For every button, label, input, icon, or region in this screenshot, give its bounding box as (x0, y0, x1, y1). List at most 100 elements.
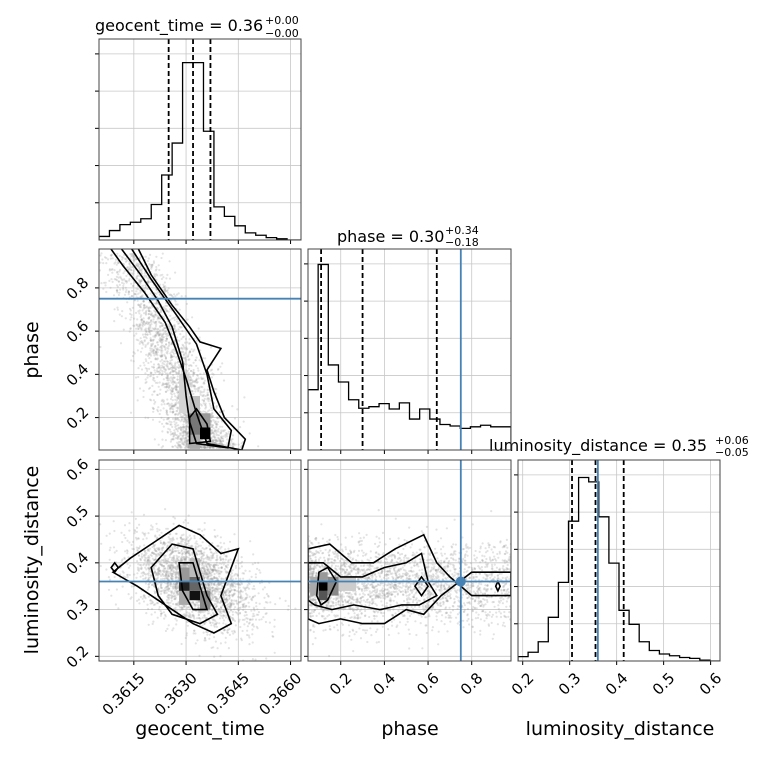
x-tick-label: 0.6 (696, 669, 726, 699)
y-axis-label-luminosity-distance: luminosity_distance (21, 466, 43, 655)
sample-point (152, 411, 154, 413)
sample-point (162, 384, 164, 386)
sample-point (146, 370, 148, 372)
sample-point (166, 365, 168, 367)
sample-point (177, 430, 179, 432)
sample-point (134, 293, 136, 295)
sample-point (226, 604, 228, 606)
sample-point (136, 318, 138, 320)
sample-point (162, 575, 164, 577)
sample-point (196, 388, 198, 390)
sample-point (147, 532, 149, 534)
sample-point (159, 606, 161, 608)
density-content (79, 508, 308, 672)
sample-point (220, 372, 222, 374)
sample-point (196, 604, 198, 606)
sample-point (112, 281, 114, 283)
sample-point (193, 369, 195, 371)
sample-point (169, 605, 171, 607)
sample-point (235, 443, 237, 445)
sample-point (94, 269, 96, 271)
sample-point (124, 537, 126, 539)
sample-point (219, 366, 221, 368)
sample-point (129, 328, 131, 330)
sample-point (229, 584, 231, 586)
y-axis-label-phase: phase (21, 321, 43, 378)
sample-point (173, 404, 175, 406)
sample-point (182, 614, 184, 616)
sample-point (99, 254, 101, 256)
sample-point (186, 445, 188, 447)
sample-point (170, 424, 172, 426)
sample-point (220, 559, 222, 561)
sample-point (153, 604, 155, 606)
sample-point (135, 288, 137, 290)
panel-geocent-time-histogram (95, 39, 301, 244)
sample-point (160, 367, 162, 369)
sample-point (223, 629, 225, 631)
sample-point (228, 647, 230, 649)
sample-point (145, 582, 147, 584)
sample-point (220, 536, 222, 538)
sample-point (148, 564, 150, 566)
sample-point (176, 366, 178, 368)
sample-point (136, 572, 138, 574)
sample-point (117, 286, 119, 288)
sample-point (264, 586, 266, 588)
sample-point (157, 344, 159, 346)
sample-point (216, 562, 218, 564)
sample-point (239, 626, 241, 628)
sample-point (153, 363, 155, 365)
sample-point (147, 333, 149, 335)
sample-point (170, 431, 172, 433)
sample-point (174, 413, 176, 415)
sample-point (209, 565, 211, 567)
sample-point (167, 389, 169, 391)
sample-point (130, 309, 132, 311)
sample-point (157, 371, 159, 373)
sample-point (166, 351, 168, 353)
sample-point (220, 542, 222, 544)
sample-point (163, 407, 165, 409)
sample-point (137, 300, 139, 302)
sample-point (182, 435, 184, 437)
sample-point (202, 541, 204, 543)
sample-point (193, 380, 195, 382)
sample-point (124, 550, 126, 552)
sample-point (170, 357, 172, 359)
sample-point (176, 401, 178, 403)
sample-point (255, 573, 257, 575)
sample-point (146, 573, 148, 575)
sample-point (210, 346, 212, 348)
sample-point (161, 339, 163, 341)
sample-point (157, 617, 159, 619)
sample-point (219, 426, 221, 428)
sample-point (148, 310, 150, 312)
sample-point (219, 557, 221, 559)
sample-point (148, 586, 150, 588)
sample-point (145, 612, 147, 614)
sample-point (272, 636, 274, 638)
sample-point (139, 387, 141, 389)
sample-point (148, 596, 150, 598)
sample-point (139, 296, 141, 298)
sample-point (133, 335, 135, 337)
sample-point (199, 359, 201, 361)
sample-point (157, 574, 159, 576)
sample-point (271, 631, 273, 633)
sample-point (174, 295, 176, 297)
sample-point (158, 608, 160, 610)
sample-point (165, 305, 167, 307)
sample-point (146, 368, 148, 370)
sample-point (166, 338, 168, 340)
sample-point (235, 638, 237, 640)
sample-point (156, 315, 158, 317)
sample-point (126, 540, 128, 542)
sample-point (165, 356, 167, 358)
sample-point (205, 631, 207, 633)
sample-point (162, 253, 164, 255)
sample-point (231, 589, 233, 591)
sample-point (161, 370, 163, 372)
sample-point (165, 335, 167, 337)
sample-point (149, 375, 151, 377)
